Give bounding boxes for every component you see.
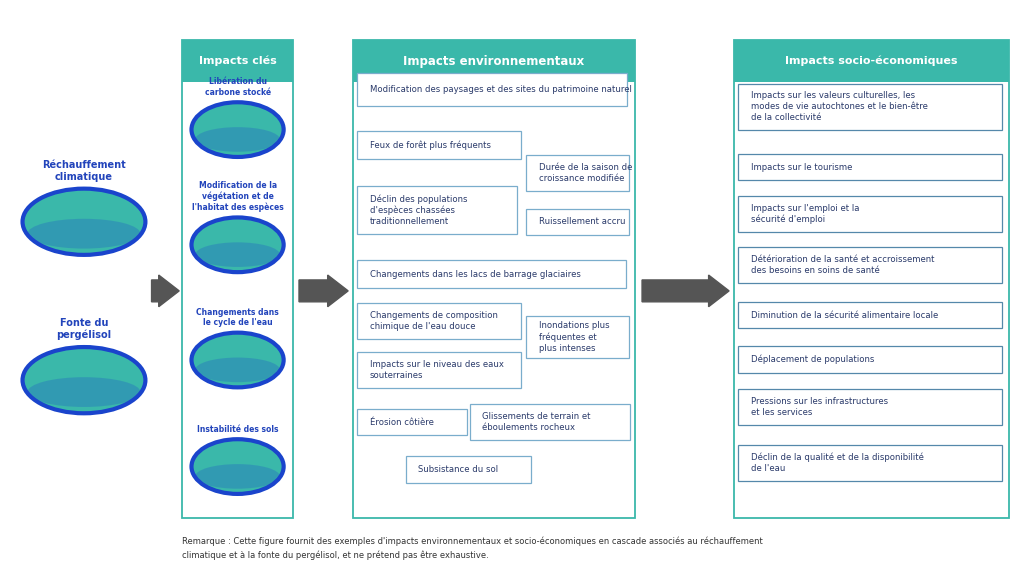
- Text: Érosion côtière: Érosion côtière: [370, 418, 433, 427]
- Text: Fonte du
pergélisol: Fonte du pergélisol: [56, 318, 112, 340]
- Text: Ruissellement accru: Ruissellement accru: [539, 217, 625, 226]
- Ellipse shape: [191, 218, 284, 272]
- FancyBboxPatch shape: [738, 196, 1002, 232]
- Ellipse shape: [196, 464, 280, 488]
- FancyBboxPatch shape: [406, 456, 531, 483]
- Text: Déplacement de populations: Déplacement de populations: [751, 355, 873, 364]
- Ellipse shape: [28, 377, 140, 407]
- FancyBboxPatch shape: [734, 40, 1009, 518]
- FancyBboxPatch shape: [357, 409, 467, 435]
- FancyBboxPatch shape: [526, 316, 629, 358]
- Ellipse shape: [191, 439, 284, 494]
- FancyBboxPatch shape: [357, 131, 521, 159]
- Text: Changements de composition
chimique de l'eau douce: Changements de composition chimique de l…: [370, 311, 498, 331]
- Ellipse shape: [196, 358, 280, 382]
- FancyBboxPatch shape: [738, 154, 1002, 180]
- Polygon shape: [152, 275, 179, 307]
- Text: Impacts sur l'emploi et la
sécurité d'emploi: Impacts sur l'emploi et la sécurité d'em…: [751, 204, 859, 225]
- Text: Instabilité des sols: Instabilité des sols: [197, 425, 279, 434]
- FancyBboxPatch shape: [738, 247, 1002, 283]
- Text: Changements dans
le cycle de l'eau: Changements dans le cycle de l'eau: [197, 308, 279, 327]
- Text: Inondations plus
fréquentes et
plus intenses: Inondations plus fréquentes et plus inte…: [539, 321, 609, 353]
- FancyBboxPatch shape: [526, 209, 629, 235]
- Text: Impacts clés: Impacts clés: [199, 56, 276, 66]
- FancyBboxPatch shape: [738, 302, 1002, 328]
- Text: Modification des paysages et des sites du patrimoine naturel: Modification des paysages et des sites d…: [370, 85, 632, 94]
- FancyBboxPatch shape: [357, 303, 521, 339]
- FancyBboxPatch shape: [738, 445, 1002, 481]
- Ellipse shape: [23, 347, 145, 414]
- Polygon shape: [299, 275, 348, 307]
- FancyBboxPatch shape: [357, 352, 521, 388]
- FancyBboxPatch shape: [738, 389, 1002, 425]
- Ellipse shape: [28, 219, 140, 249]
- Text: Glissements de terrain et
éboulements rocheux: Glissements de terrain et éboulements ro…: [482, 412, 591, 432]
- FancyBboxPatch shape: [470, 404, 630, 440]
- Text: Modification de la
végétation et de
l'habitat des espèces: Modification de la végétation et de l'ha…: [191, 181, 284, 212]
- FancyBboxPatch shape: [357, 260, 626, 288]
- FancyBboxPatch shape: [182, 40, 293, 518]
- Text: Remarque : Cette figure fournit des exemples d'impacts environnementaux et socio: Remarque : Cette figure fournit des exem…: [182, 537, 763, 559]
- Text: Diminution de la sécurité alimentaire locale: Diminution de la sécurité alimentaire lo…: [751, 310, 938, 320]
- FancyBboxPatch shape: [526, 155, 629, 191]
- Ellipse shape: [196, 242, 280, 267]
- FancyBboxPatch shape: [182, 40, 293, 82]
- Text: Déclin des populations
d'espèces chassées
traditionnellement: Déclin des populations d'espèces chassée…: [370, 195, 467, 226]
- Text: Subsistance du sol: Subsistance du sol: [418, 465, 498, 474]
- Text: Réchauffement
climatique: Réchauffement climatique: [42, 161, 126, 182]
- Ellipse shape: [191, 103, 284, 157]
- Ellipse shape: [196, 127, 280, 151]
- FancyBboxPatch shape: [353, 40, 635, 518]
- FancyBboxPatch shape: [353, 40, 635, 82]
- Text: Impacts sur le tourisme: Impacts sur le tourisme: [751, 162, 852, 172]
- Ellipse shape: [191, 333, 284, 388]
- Text: Impacts environnementaux: Impacts environnementaux: [403, 55, 585, 67]
- Text: Changements dans les lacs de barrage glaciaires: Changements dans les lacs de barrage gla…: [370, 270, 581, 279]
- FancyBboxPatch shape: [357, 73, 627, 106]
- FancyBboxPatch shape: [357, 187, 517, 234]
- Text: Impacts sur les valeurs culturelles, les
modes de vie autochtones et le bien-êtr: Impacts sur les valeurs culturelles, les…: [751, 92, 928, 122]
- FancyBboxPatch shape: [734, 40, 1009, 82]
- Text: Pressions sur les infrastructures
et les services: Pressions sur les infrastructures et les…: [751, 397, 888, 416]
- Text: Feux de forêt plus fréquents: Feux de forêt plus fréquents: [370, 141, 490, 150]
- Polygon shape: [642, 275, 729, 307]
- Ellipse shape: [23, 189, 145, 255]
- Text: Impacts sur le niveau des eaux
souterraines: Impacts sur le niveau des eaux souterrai…: [370, 360, 504, 380]
- Text: Déclin de la qualité et de la disponibilité
de l'eau: Déclin de la qualité et de la disponibil…: [751, 453, 924, 473]
- Text: Durée de la saison de
croissance modifiée: Durée de la saison de croissance modifié…: [539, 163, 632, 183]
- FancyBboxPatch shape: [738, 346, 1002, 373]
- Text: Libération du
carbone stocké: Libération du carbone stocké: [205, 77, 270, 97]
- Text: Impacts socio-économiques: Impacts socio-économiques: [785, 56, 957, 66]
- FancyBboxPatch shape: [738, 84, 1002, 130]
- Text: Détérioration de la santé et accroissement
des besoins en soins de santé: Détérioration de la santé et accroisseme…: [751, 255, 934, 275]
